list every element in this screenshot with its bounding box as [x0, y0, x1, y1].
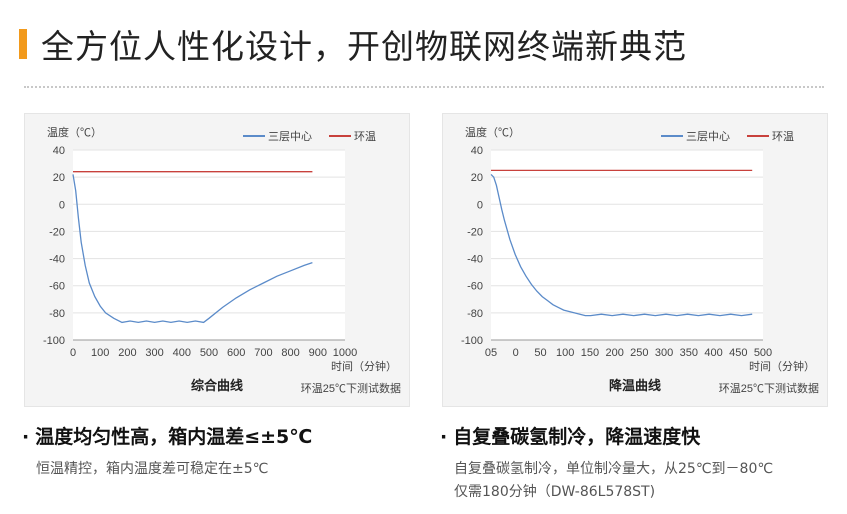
y-tick-label: -80: [49, 308, 65, 320]
x-tick-label: 800: [281, 347, 299, 359]
chart-note: 环温25℃下测试数据: [301, 381, 401, 395]
y-tick-label: -100: [43, 335, 65, 347]
x-tick-label: 150: [581, 347, 599, 359]
x-tick-label: 1000: [333, 347, 357, 359]
x-tick-label: 450: [729, 347, 747, 359]
x-tick-label: 300: [655, 347, 673, 359]
feature-title-text: 温度均匀性高，箱内温差≤±5℃: [35, 426, 313, 448]
legend-label: 环温: [772, 130, 794, 143]
y-tick-label: -40: [49, 254, 65, 266]
y-tick-label: -80: [467, 308, 483, 320]
x-tick-label: 500: [754, 347, 772, 359]
plot-area: [73, 150, 345, 340]
x-tick-label: 50: [534, 347, 546, 359]
page-title: 全方位人性化设计，开创物联网终端新典范: [41, 27, 687, 66]
feature-desc-uniformity: 恒温精控，箱内温度差可稳定在±5℃: [36, 461, 269, 477]
x-tick-label: 350: [680, 347, 698, 359]
legend-label: 三层中心: [686, 130, 730, 143]
x-tick-label: 0: [513, 347, 519, 359]
x-tick-label: 100: [556, 347, 574, 359]
y-tick-label: 0: [477, 199, 483, 211]
chart-title: 综合曲线: [191, 378, 243, 393]
header: 全方位人性化设计，开创物联网终端新典范: [19, 20, 687, 68]
x-tick-label: 200: [605, 347, 623, 359]
feature-title-cooling: · 自复叠碳氢制冷，降温速度快: [440, 422, 700, 449]
x-tick-label: 500: [200, 347, 218, 359]
chart-panel-combined: 40 20 0 -20 -40 -60 -80 -100 0 100 200 300 400 500 600…: [24, 113, 410, 407]
x-tick-label: 600: [227, 347, 245, 359]
x-axis-title: 时间（分钟）: [331, 359, 397, 373]
x-tick-label: 250: [630, 347, 648, 359]
y-tick-label: -20: [467, 226, 483, 238]
y-tick-label: -60: [467, 281, 483, 293]
y-tick-label: -60: [49, 281, 65, 293]
title-accent-bar: [19, 29, 27, 59]
x-tick-label: 200: [118, 347, 136, 359]
bullet: ·: [22, 426, 30, 448]
y-axis-title: 温度（℃）: [465, 125, 520, 139]
x-axis-title: 时间（分钟）: [749, 359, 815, 373]
y-tick-label: 20: [53, 172, 65, 184]
y-tick-label: -20: [49, 226, 65, 238]
x-tick-label: 300: [145, 347, 163, 359]
series-line-center: [490, 173, 753, 317]
x-tick-label: 400: [704, 347, 722, 359]
plot-area: [491, 150, 763, 340]
x-tick-label: 700: [254, 347, 272, 359]
x-tick-label: 400: [173, 347, 191, 359]
y-tick-label: 20: [471, 172, 483, 184]
x-tick-label: 900: [309, 347, 327, 359]
chart-title: 降温曲线: [609, 378, 661, 393]
feature-title-text: 自复叠碳氢制冷，降温速度快: [453, 426, 701, 448]
x-tick-label: 0: [70, 347, 76, 359]
y-tick-label: 40: [53, 145, 65, 157]
bullet: ·: [440, 426, 448, 448]
legend-label: 环温: [354, 130, 376, 143]
feature-desc-cooling-line1: 自复叠碳氢制冷，单位制冷量大，从25℃到－80℃: [454, 461, 774, 477]
dotted-divider: [24, 86, 824, 88]
feature-title-uniformity: · 温度均匀性高，箱内温差≤±5℃: [22, 422, 312, 449]
chart-panel-cooling: 40 20 0 -20 -40 -60 -80 -100 05 0 50 100 150 200 250 30…: [442, 113, 828, 407]
feature-desc-cooling-line2: 仅需180分钟（DW-86L578ST): [454, 484, 656, 500]
chart-note: 环温25℃下测试数据: [719, 381, 819, 395]
y-tick-label: 0: [59, 199, 65, 211]
series-line-center: [72, 174, 313, 324]
legend-label: 三层中心: [268, 130, 312, 143]
x-tick-label: 100: [91, 347, 109, 359]
y-axis-title: 温度（℃）: [47, 125, 102, 139]
y-tick-label: -100: [461, 335, 483, 347]
y-tick-label: 40: [471, 145, 483, 157]
x-tick-label: 05: [485, 347, 497, 359]
y-tick-label: -40: [467, 254, 483, 266]
